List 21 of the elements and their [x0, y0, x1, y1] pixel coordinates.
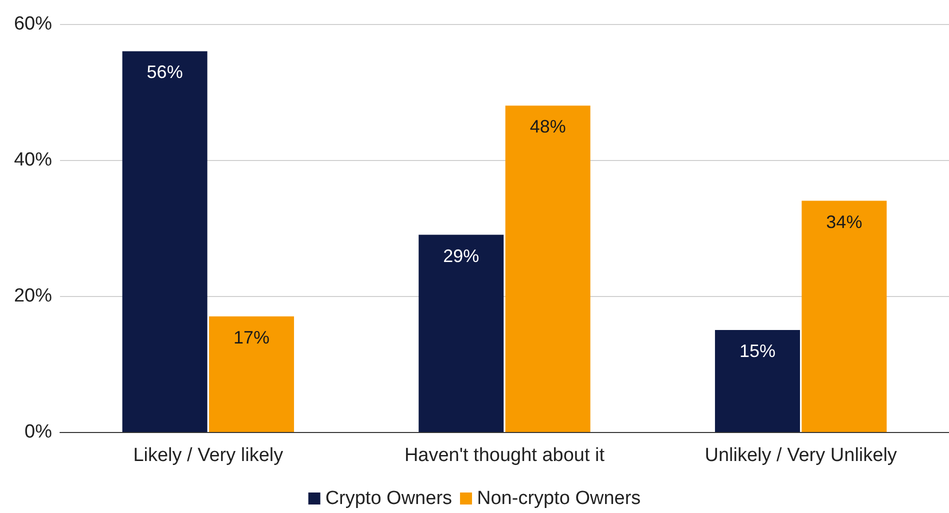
- x-tick-label: Unlikely / Very Unlikely: [704, 445, 898, 466]
- x-tick-label: Likely / Very likely: [133, 445, 284, 466]
- bar: [122, 51, 208, 432]
- y-tick-label: 40%: [14, 150, 52, 170]
- data-label: 17%: [234, 327, 270, 348]
- data-label: 34%: [826, 212, 862, 232]
- x-tick-label: Haven't thought about it: [404, 445, 606, 466]
- bar: [802, 200, 887, 432]
- y-tick-label: 20%: [14, 286, 52, 306]
- bar: [209, 316, 294, 432]
- data-label: 56%: [146, 62, 183, 82]
- y-tick-label: 0%: [24, 422, 52, 442]
- bar: [505, 106, 590, 432]
- data-label: 29%: [443, 246, 480, 266]
- bar: [714, 330, 800, 432]
- legend-label: Crypto Owners: [325, 488, 452, 509]
- data-label: 48%: [530, 116, 566, 137]
- data-label: 15%: [739, 341, 776, 361]
- bar: [418, 234, 504, 432]
- y-tick-label: 60%: [14, 14, 52, 34]
- legend-label: Non-crypto Owners: [477, 488, 641, 509]
